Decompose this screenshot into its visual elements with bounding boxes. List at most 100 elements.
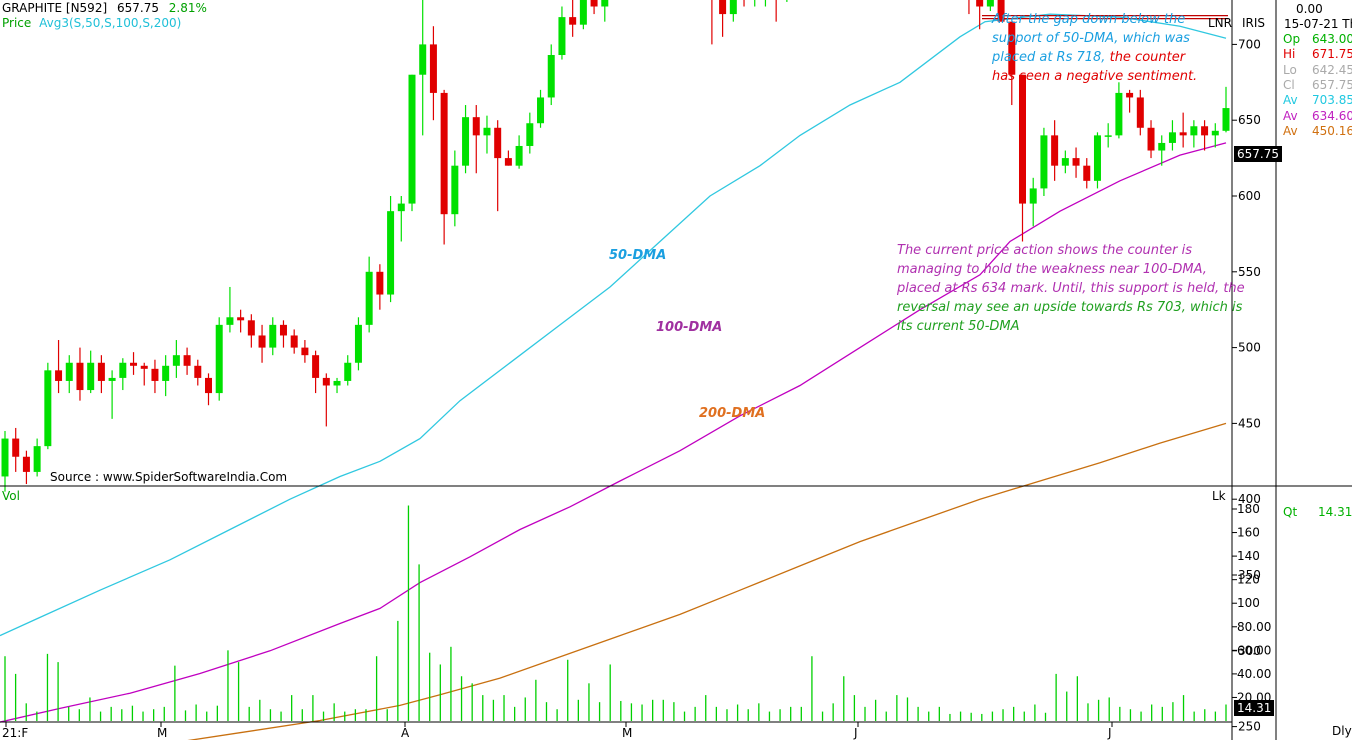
mid-note-line-3: placed at Rs 634 mark. Until, this suppo…: [897, 281, 1245, 296]
candle-body: [1115, 92, 1123, 136]
candle-body: [333, 380, 341, 386]
mid-note-line-1: The current price action shows the count…: [897, 243, 1192, 258]
candle-body: [87, 362, 95, 391]
candle-body: [569, 17, 577, 25]
candle-body: [290, 335, 298, 348]
candle-body: [1190, 126, 1198, 136]
x-tick-label: A: [401, 726, 410, 740]
y-tick-label: 300: [1238, 644, 1261, 658]
candle-body: [76, 362, 84, 391]
top-note-line-2: support of 50-DMA, which was: [992, 31, 1190, 46]
y-tick-label: 700: [1238, 37, 1261, 51]
qt-key: Qt: [1283, 505, 1298, 519]
candle-body: [215, 324, 223, 394]
indicator-legend: Price Avg3(S,50,S,100,S,200): [2, 16, 181, 30]
info-key: Op: [1283, 32, 1301, 46]
candle-body: [590, 0, 598, 7]
candle-body: [462, 117, 470, 166]
candle-body: [719, 0, 727, 15]
vol-tick-label: 120: [1237, 573, 1260, 587]
candle-body: [1147, 127, 1155, 151]
current-volume-tag: 14.31: [1234, 700, 1275, 716]
volume-label: Vol: [2, 489, 20, 503]
candle-body: [97, 362, 105, 381]
candle-body: [151, 368, 159, 381]
candle-body: [997, 0, 1005, 22]
candle-body: [1093, 135, 1101, 181]
candle-body: [33, 446, 41, 472]
candle-body: [226, 317, 234, 325]
info-key: Hi: [1283, 47, 1296, 62]
candle-body: [547, 55, 555, 98]
y-tick-label: 600: [1238, 189, 1261, 203]
candle-body: [194, 365, 202, 378]
price-label: Price: [2, 16, 32, 30]
candle-body: [1168, 132, 1176, 143]
qt-value: 14.31: [1318, 505, 1352, 519]
candle-body: [504, 158, 512, 166]
candle-body: [172, 355, 180, 366]
vol-tick-label: 180: [1237, 502, 1260, 516]
info-value: 643.00: [1312, 32, 1352, 46]
candle-body: [12, 438, 20, 457]
info-value: 703.85: [1312, 93, 1352, 108]
candle-body: [119, 362, 127, 378]
candle-body: [1158, 142, 1166, 151]
mid-note-line-2: managing to hold the weakness near 100-D…: [897, 262, 1207, 277]
candle-body: [472, 117, 480, 136]
top-annotation: After the gap down below the support of …: [992, 10, 1197, 86]
candle-body: [419, 44, 427, 75]
candle-body: [376, 271, 384, 295]
candle-body: [579, 0, 587, 25]
candle-body: [258, 335, 266, 348]
candle-body: [279, 324, 287, 336]
candle-body: [1104, 135, 1112, 137]
candle-body: [130, 362, 138, 366]
info-key: Av: [1283, 93, 1298, 108]
candle-body: [1126, 92, 1134, 98]
x-tick-label: J: [1107, 726, 1112, 740]
info-value: 642.45: [1312, 62, 1352, 77]
candle-body: [354, 324, 362, 363]
y-tick-label: 500: [1238, 341, 1261, 355]
info-value: 634.60: [1312, 108, 1352, 123]
vol-tick-label: 160: [1237, 526, 1260, 540]
y-tick-label: 250: [1238, 720, 1261, 734]
info-top-value: 0.00: [1296, 2, 1323, 16]
candle-body: [269, 324, 277, 348]
candle-body: [162, 365, 170, 381]
candle-body: [1083, 165, 1091, 181]
candle-body: [55, 370, 63, 381]
ma50-label: 50-DMA: [609, 248, 667, 263]
candle-body: [451, 165, 459, 215]
chart-header: GRAPHITE [N592] 657.75 2.81%: [2, 1, 207, 15]
top-note-red-inline: the counter: [1109, 50, 1186, 65]
ma200-line: [187, 422, 1227, 740]
candle-body: [729, 0, 737, 15]
candle-body: [301, 347, 309, 356]
candle-body: [397, 203, 405, 212]
info-key: Cl: [1283, 77, 1295, 92]
mid-annotation: The current price action shows the count…: [897, 241, 1245, 336]
candle-body: [408, 74, 416, 204]
candle-body: [1136, 97, 1144, 128]
info-key: Av: [1283, 108, 1298, 123]
candle-body: [1029, 188, 1037, 204]
candle-body: [515, 145, 523, 166]
candle-body: [322, 377, 330, 386]
candle-body: [1211, 130, 1219, 136]
candle-body: [365, 271, 373, 325]
mid-note-line-5: its current 50-DMA: [897, 319, 1020, 334]
lnr-label: LNR: [1208, 16, 1232, 30]
candle-body: [537, 97, 545, 124]
last-price: 657.75: [116, 1, 159, 15]
vol-tick-label: 60.00: [1237, 643, 1271, 657]
candle-body: [494, 127, 502, 159]
avg-label: Avg3(S,50,S,100,S,200): [39, 16, 182, 30]
candle-body: [976, 0, 984, 7]
candle-body: [205, 377, 212, 394]
candle-body: [22, 456, 30, 472]
candle-body: [1008, 21, 1016, 75]
vol-tick-label: 40.00: [1237, 667, 1271, 681]
y-tick-label: 400: [1238, 492, 1261, 506]
